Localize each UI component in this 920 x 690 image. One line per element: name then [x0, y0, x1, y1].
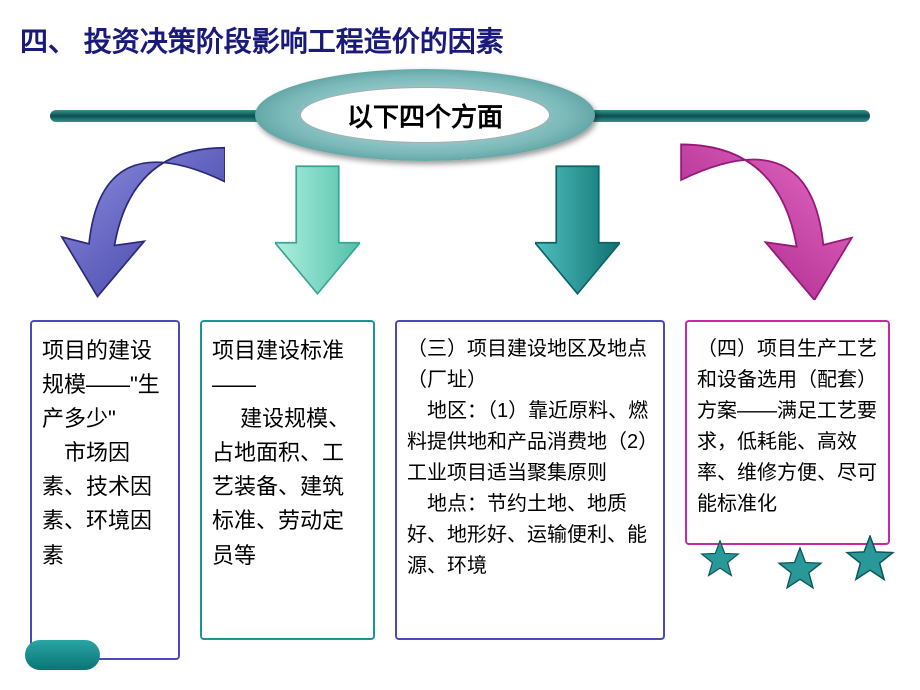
arrow-down-2 [275, 165, 360, 295]
star-icon-1 [700, 540, 740, 580]
box-1: 项目的建设规模——"生产多少" 市场因素、技术因素、环境因素 [30, 320, 180, 660]
page-title: 四、 投资决策阶段影响工程造价的因素 [20, 20, 504, 60]
box-4-body: （四）项目生产工艺和设备选用（配套）方案——满足工艺要求，低耗能、高效率、维修方… [697, 334, 878, 520]
box-2-body: 项目建设标准—— 建设规模、占地面积、工艺装备、建筑标准、劳动定员等 [212, 334, 363, 573]
box-2: 项目建设标准—— 建设规模、占地面积、工艺装备、建筑标准、劳动定员等 [200, 320, 375, 640]
center-oval-outer: 以下四个方面 [255, 69, 595, 161]
box-3: （三）项目建设地区及地点（厂址） 地区：（1）靠近原料、燃料提供地和产品消费地（… [395, 320, 665, 640]
star-icon-2 [777, 547, 823, 593]
pill-decoration [25, 640, 100, 670]
center-oval-text: 以下四个方面 [347, 97, 503, 134]
star-icon-3 [845, 535, 895, 585]
arrow-down-3 [535, 165, 620, 295]
arrow-curved-right [680, 140, 860, 300]
arrow-curved-left [55, 140, 225, 300]
box-1-body: 项目的建设规模——"生产多少" 市场因素、技术因素、环境因素 [42, 334, 168, 573]
center-oval-inner: 以下四个方面 [300, 87, 550, 143]
box-4: （四）项目生产工艺和设备选用（配套）方案——满足工艺要求，低耗能、高效率、维修方… [685, 320, 890, 545]
box-3-body: （三）项目建设地区及地点（厂址） 地区：（1）靠近原料、燃料提供地和产品消费地（… [407, 334, 653, 582]
